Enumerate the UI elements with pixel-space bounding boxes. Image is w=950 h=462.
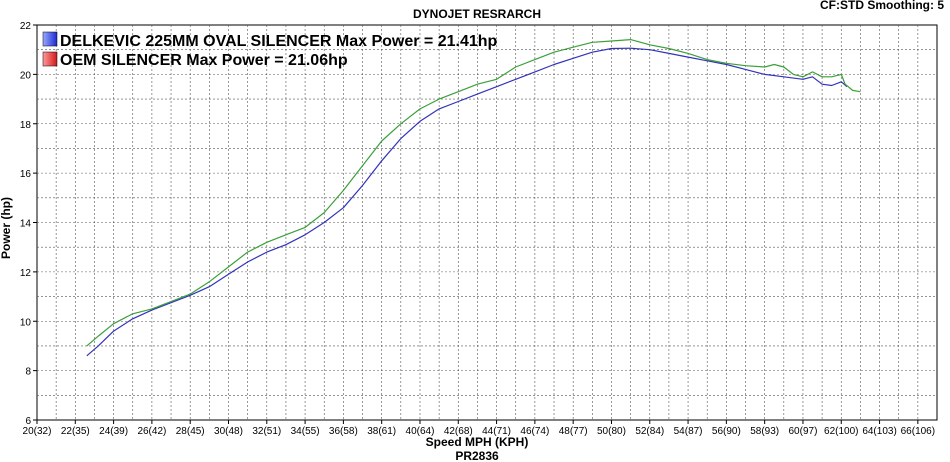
x-tick-label: 40(64) [406,426,435,437]
x-tick-label: 60(97) [789,426,818,437]
legend-swatch-oem [42,51,58,67]
series-line-oem [86,47,848,357]
x-tick-label: 56(90) [712,426,741,437]
series-line-delkevic [86,38,861,347]
grid-lines [37,25,937,420]
legend-label-oem: OEM SILENCER Max Power = 21.06hp [60,52,348,69]
chart-info: CF:STD Smoothing: 5 [820,0,944,12]
x-tick-label: 28(45) [176,426,205,437]
y-axis-ticks: 6 8 10 12 14 16 18 20 22 [20,21,37,427]
x-tick-label: 66(106) [901,426,935,437]
x-tick-label: 58(93) [750,426,779,437]
x-tick-label: 44(71) [482,426,511,437]
chart-title: DYNOJET RESRARCH [413,7,541,21]
y-tick-label: 6 [25,416,31,427]
x-tick-label: 50(80) [597,426,626,437]
y-tick-label: 14 [20,219,32,230]
x-tick-label: 48(77) [559,426,588,437]
y-tick-label: 18 [20,120,32,131]
x-tick-label: 38(61) [367,426,396,437]
chart-footer: PR2836 [455,449,499,462]
x-tick-label: 64(103) [862,426,896,437]
x-tick-label: 62(100) [824,426,858,437]
x-tick-label: 32(51) [252,426,281,437]
x-tick-label: 54(87) [674,426,703,437]
y-tick-label: 22 [20,21,32,32]
x-tick-label: 22(35) [61,426,90,437]
y-tick-label: 8 [25,367,31,378]
legend-label-delkevic: DELKEVIC 225MM OVAL SILENCER Max Power =… [60,33,498,50]
x-tick-label: 34(55) [291,426,320,437]
x-tick-label: 20(32) [23,426,52,437]
series-group [86,38,861,357]
y-tick-label: 20 [20,70,32,81]
y-tick-label: 16 [20,169,32,180]
x-tick-label: 52(84) [635,426,664,437]
x-axis-ticks: 20(32) 22(35) 24(39) 26(42) 28(45) 30(48) 32(5… [23,420,935,437]
legend: DELKEVIC 225MM OVAL SILENCER Max Power =… [42,31,498,69]
x-tick-label: 26(42) [137,426,166,437]
y-axis-label: Power (hp) [0,197,13,259]
legend-swatch-delkevic [42,31,58,47]
x-tick-label: 36(58) [329,426,358,437]
y-tick-label: 12 [20,268,32,279]
x-tick-label: 42(68) [444,426,473,437]
y-tick-label: 10 [20,317,32,328]
x-axis-label: Speed MPH (KPH) [426,435,529,449]
x-tick-label: 24(39) [99,426,128,437]
x-tick-label: 46(74) [520,426,549,437]
x-tick-label: 30(48) [214,426,243,437]
